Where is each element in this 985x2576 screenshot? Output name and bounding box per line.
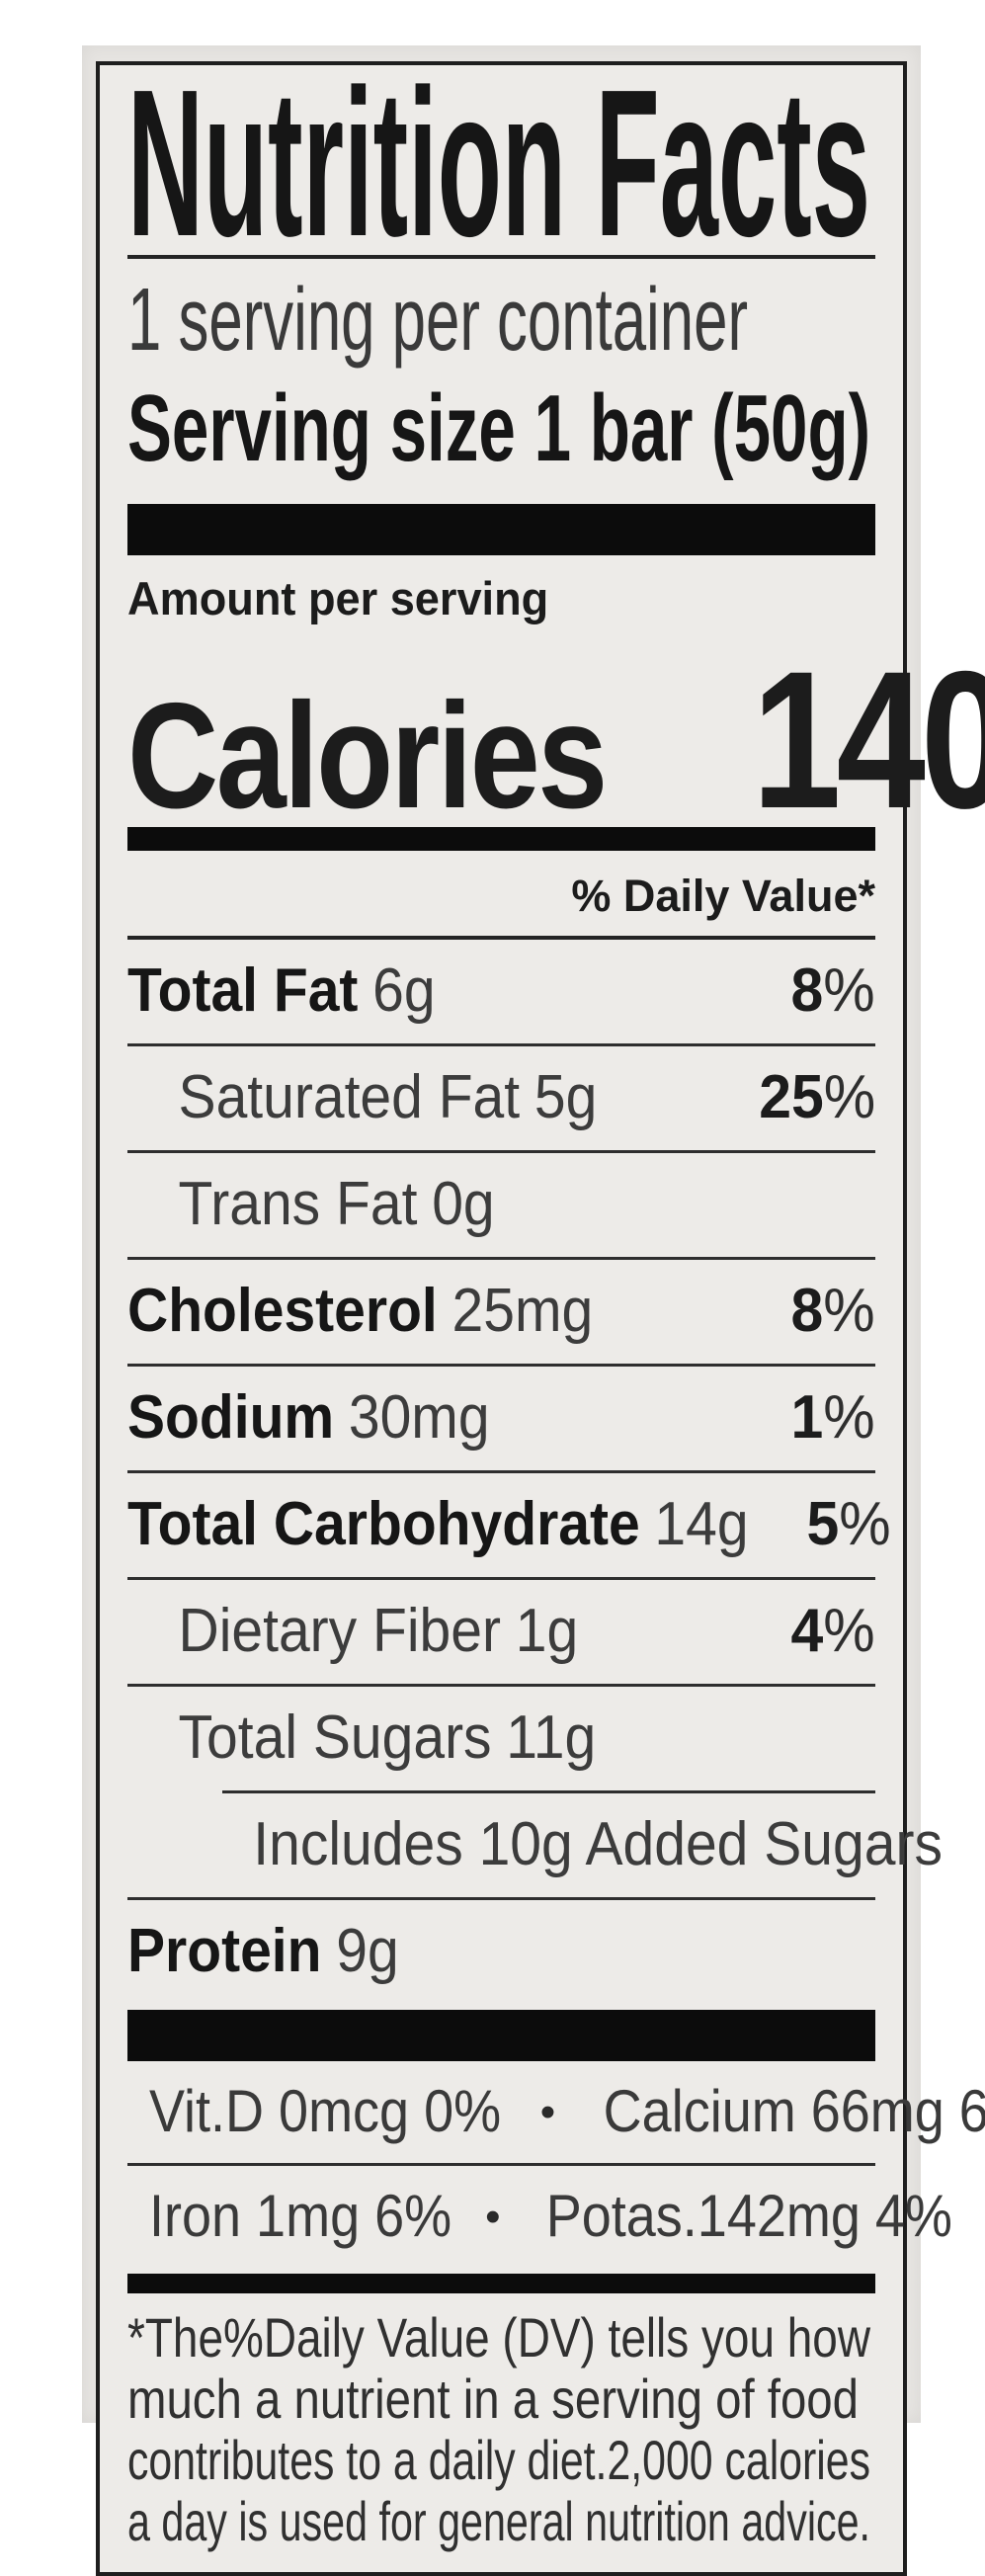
nutrient-amount: 25mg: [451, 1277, 594, 1345]
footnote-line-1: *The%Daily Value (DV) tells you how: [127, 2307, 870, 2368]
nutrient-rows: Total Fat 6g 8% Saturated Fat 5g 25% Trans…: [127, 936, 943, 2004]
title-divider: [127, 255, 875, 259]
row-saturated-fat: Saturated Fat 5g 25%: [127, 1043, 875, 1150]
row-total-sugars: Total Sugars 11g: [127, 1684, 875, 1790]
calcium-value: Calcium 66mg 6%: [603, 2078, 985, 2144]
nutrient-name: Total Sugars: [178, 1703, 492, 1772]
vitamin-d-value: Vit.D 0mcg 0%: [149, 2078, 502, 2144]
nutrient-name: Trans Fat: [178, 1170, 418, 1238]
panel-title-text: Nutrition Facts: [127, 75, 870, 251]
nutrient-dv: 8: [790, 1277, 824, 1345]
servings-per-container-text: 1 serving per container: [127, 271, 748, 370]
serving-size-line: Serving size 1 bar (50g): [127, 375, 870, 481]
daily-value-footnote: *The%Daily Value (DV) tells you how much…: [127, 2307, 875, 2552]
percent-sign: %: [823, 1597, 875, 1665]
nutrient-name: Dietary Fiber: [178, 1597, 502, 1665]
row-sodium: Sodium 30mg 1%: [127, 1364, 875, 1470]
page: { "label": { "title": "Nutrition Facts",…: [82, 45, 985, 2576]
row-cholesterol: Cholesterol 25mg 8%: [127, 1257, 875, 1364]
vitamin-row-1: Vit.D 0mcg 0% • Calcium 66mg 6%: [127, 2061, 985, 2163]
servings-per-container: 1 serving per container: [127, 271, 748, 370]
footnote-line-3: contributes to a daily diet.2,000 calori…: [127, 2430, 870, 2491]
percent-sign: %: [823, 1277, 875, 1345]
nutrient-dv: 8: [790, 956, 824, 1025]
calories-row: Calories 140: [127, 627, 985, 849]
nutrition-facts-panel: Nutrition Facts 1 serving per container …: [96, 61, 985, 2576]
percent-sign: %: [823, 1063, 875, 1131]
bullet-separator: •: [485, 2193, 501, 2241]
panel-title: Nutrition Facts: [127, 75, 870, 251]
amount-per-serving-label: Amount per serving: [127, 572, 549, 624]
nutrient-amount: 1g: [515, 1597, 579, 1665]
row-added-sugars: Includes 10g Added Sugars 20%: [222, 1790, 943, 1897]
nutrient-amount: 11g: [506, 1703, 597, 1772]
nutrient-amount: 6g: [372, 956, 436, 1025]
row-dietary-fiber: Dietary Fiber 1g 4%: [127, 1577, 875, 1684]
vitamin-row-2: Iron 1mg 6% • Potas.142mg 4%: [127, 2163, 952, 2268]
nutrient-name: Sodium: [127, 1383, 335, 1452]
serving-size-text: Serving size 1 bar (50g): [127, 375, 870, 481]
potassium-value: Potas.142mg 4%: [545, 2183, 952, 2249]
nutrient-name: Total Fat: [127, 956, 359, 1025]
nutrient-name: Total Carbohydrate: [127, 1490, 640, 1558]
svg-text:a day is used for general nutr: a day is used for general nutrition advi…: [127, 2491, 870, 2552]
calories-label: Calories: [127, 672, 608, 840]
nutrient-dv: 5: [806, 1490, 840, 1558]
iron-value: Iron 1mg 6%: [149, 2183, 452, 2249]
nutrient-name: Includes 10g Added Sugars: [253, 1810, 943, 1878]
nutrient-dv: 4: [790, 1597, 824, 1665]
row-protein: Protein 9g: [127, 1897, 875, 2004]
nutrient-amount: 5g: [534, 1063, 598, 1131]
nutrient-dv: 25: [759, 1063, 824, 1131]
nutrient-amount: 9g: [336, 1917, 399, 1985]
percent-sign: %: [823, 956, 875, 1025]
calories-value: 140: [752, 630, 985, 849]
nutrient-amount: 14g: [654, 1490, 749, 1558]
nutrient-amount: 0g: [432, 1170, 495, 1238]
nutrient-name: Saturated Fat: [178, 1063, 521, 1131]
footnote-line-2: much a nutrient in a serving of food: [127, 2368, 859, 2430]
svg-text:*The%Daily Value (DV) tells yo: *The%Daily Value (DV) tells you how: [127, 2307, 870, 2368]
row-total-carbohydrate: Total Carbohydrate 14g 5%: [127, 1470, 891, 1577]
row-trans-fat: Trans Fat 0g: [127, 1150, 875, 1257]
thick-bar-top: [127, 504, 875, 555]
label-scan: Nutrition Facts 1 serving per container …: [82, 45, 985, 2576]
footnote-line-4: a day is used for general nutrition advi…: [127, 2491, 870, 2552]
row-total-fat: Total Fat 6g 8%: [127, 936, 875, 1043]
daily-value-header: % Daily Value*: [571, 871, 875, 921]
calories-divider-bar: [127, 827, 875, 851]
percent-sign: %: [823, 1383, 875, 1452]
nutrient-name: Cholesterol: [127, 1277, 438, 1345]
nutrient-name: Protein: [127, 1917, 322, 1985]
svg-text:much a nutrient in a serving o: much a nutrient in a serving of food: [127, 2368, 859, 2430]
svg-text:contributes to a daily diet.2,: contributes to a daily diet.2,000 calori…: [127, 2430, 870, 2491]
nutrient-amount: 30mg: [348, 1383, 490, 1452]
nutrient-dv: 1: [790, 1383, 824, 1452]
percent-sign: %: [839, 1490, 891, 1558]
bullet-separator: •: [539, 2088, 556, 2136]
thick-bar-footnote: [127, 2274, 875, 2293]
thick-bar-vitamins: [127, 2010, 875, 2061]
